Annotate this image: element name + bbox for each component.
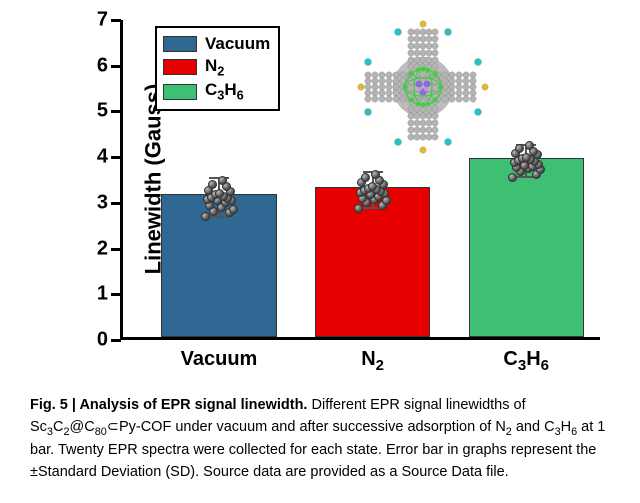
- y-tick: [111, 65, 121, 68]
- legend-item: N2: [163, 56, 270, 78]
- data-point: [525, 141, 534, 150]
- cof-fragment: [358, 21, 488, 153]
- legend-swatch: [163, 36, 197, 52]
- data-point: [354, 204, 363, 213]
- y-tick-label: 1: [88, 283, 108, 306]
- y-tick: [111, 248, 121, 251]
- legend-label: C3H6: [205, 80, 244, 102]
- y-tick-label: 5: [88, 100, 108, 123]
- y-tick: [111, 293, 121, 296]
- y-tick: [111, 339, 121, 342]
- legend-swatch: [163, 84, 197, 100]
- data-point: [208, 180, 217, 189]
- y-tick: [111, 19, 121, 22]
- legend-item: C3H6: [163, 80, 270, 102]
- legend-label: Vacuum: [205, 34, 270, 54]
- x-tick-label: Vacuum: [169, 348, 269, 371]
- data-point: [215, 189, 224, 198]
- legend-item: Vacuum: [163, 34, 270, 54]
- bar-C3H6: [469, 158, 584, 337]
- y-tick-label: 0: [88, 329, 108, 352]
- x-tick-label: C3H6: [476, 348, 576, 374]
- x-tick-label: N2: [323, 348, 423, 374]
- y-tick-label: 7: [88, 9, 108, 32]
- data-point: [218, 176, 227, 185]
- figure-caption: Fig. 5 | Analysis of EPR signal linewidt…: [20, 390, 620, 493]
- data-point: [201, 212, 210, 221]
- legend-swatch: [163, 59, 197, 75]
- y-tick: [111, 110, 121, 113]
- legend-label: N2: [205, 56, 224, 78]
- y-tick: [111, 156, 121, 159]
- legend: VacuumN2C3H6: [155, 26, 280, 111]
- y-tick-label: 3: [88, 191, 108, 214]
- bar-chart: VacuumN2C3H6: [120, 20, 600, 340]
- data-point: [508, 173, 517, 182]
- molecule-inset: [323, 12, 523, 162]
- data-point: [229, 205, 238, 214]
- data-point: [361, 173, 370, 182]
- y-tick-label: 2: [88, 237, 108, 260]
- y-tick-label: 6: [88, 54, 108, 77]
- y-tick-label: 4: [88, 146, 108, 169]
- figure-5: VacuumN2C3H6: [0, 0, 640, 503]
- bar-N2: [315, 187, 430, 337]
- caption-label: Fig. 5 | Analysis of EPR signal linewidt…: [30, 397, 307, 413]
- chart-area: VacuumN2C3H6: [100, 10, 620, 380]
- y-tick: [111, 202, 121, 205]
